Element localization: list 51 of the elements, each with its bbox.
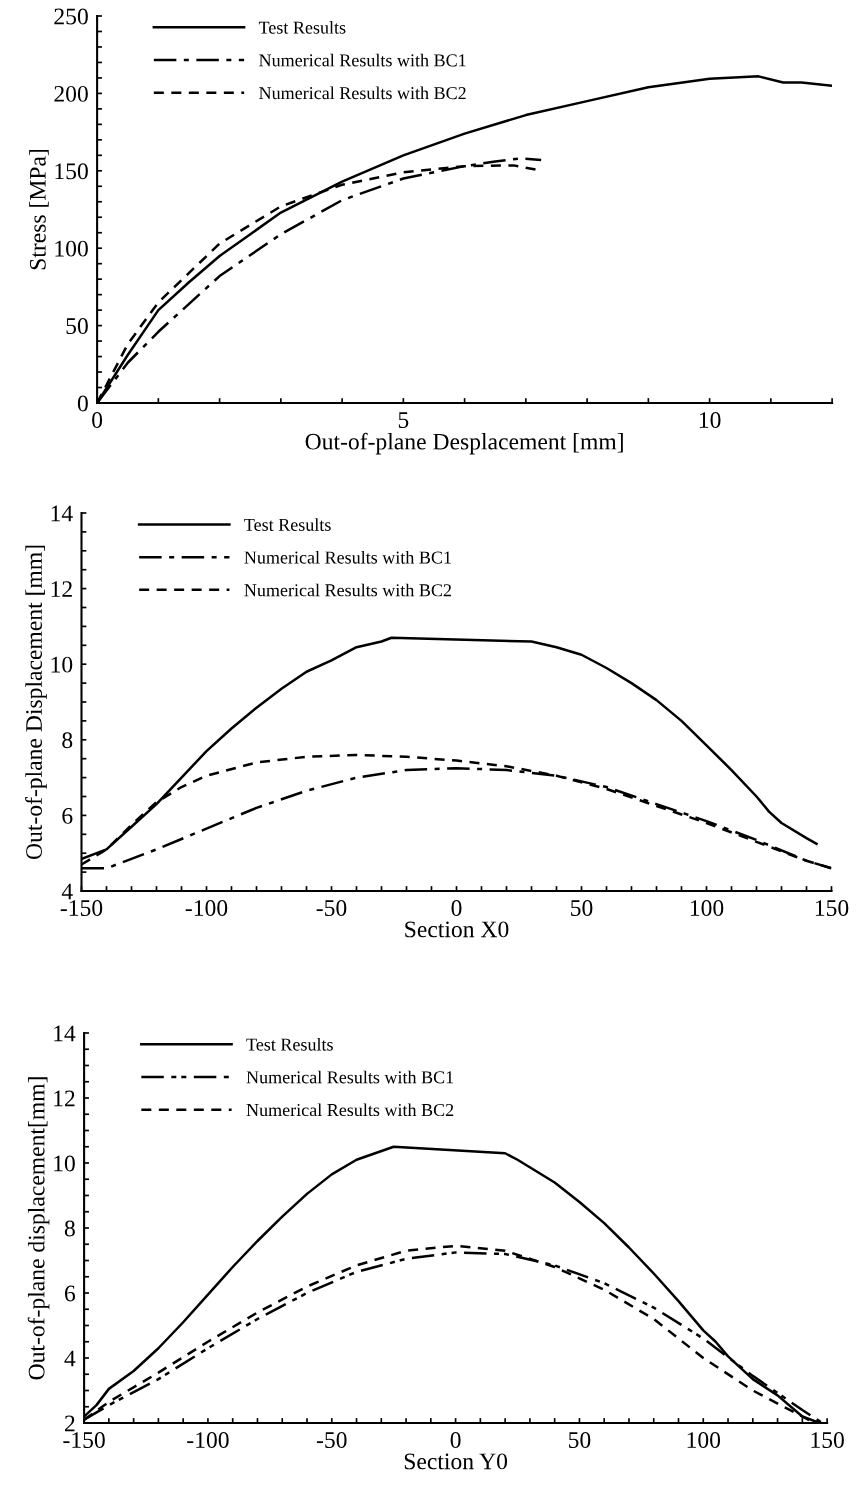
legend-label: Numerical Results with BC1: [259, 53, 466, 67]
legend-label: Test Results: [244, 518, 331, 531]
y-tick-label: 200: [54, 85, 88, 102]
legend-label: Numerical Results with BC2: [259, 86, 466, 100]
y-tick-label: 2: [65, 1415, 75, 1432]
y-tick-label: 0: [77, 395, 88, 412]
legend-label: Numerical Results with BC1: [246, 1070, 454, 1084]
y-tick-label: 10: [54, 1155, 75, 1172]
x-tick-label: -100: [187, 1432, 229, 1448]
y-tick-label: 8: [64, 1220, 75, 1237]
x-tick-label: 50: [569, 1432, 591, 1448]
legend-label: Test Results: [246, 1037, 333, 1051]
x-tick-label: 0: [450, 1432, 461, 1448]
y-tick-label: 6: [62, 807, 73, 824]
x-tick-label: -150: [60, 900, 103, 916]
x-tick-label: 150: [811, 1432, 844, 1448]
y-tick-label: 14: [51, 505, 73, 522]
y-tick-label: 150: [55, 163, 88, 180]
y-axis-title: Out-of-plane Displacement [mm]: [25, 545, 47, 860]
legend-label: Test Results: [258, 21, 346, 34]
x-tick-label: 150: [815, 900, 849, 916]
y-tick-label: 250: [54, 8, 88, 25]
x-tick-label: 10: [699, 412, 721, 428]
x-tick-label: -100: [185, 900, 228, 916]
y-tick-label: 12: [54, 1090, 75, 1107]
x-tick-label: -150: [63, 1432, 105, 1448]
y-tick-label: 6: [64, 1285, 76, 1302]
x-tick-label: 0: [451, 900, 462, 916]
x-tick-label: -50: [316, 1432, 347, 1448]
legend-label: Numerical Results with BC2: [246, 1103, 454, 1117]
y-tick-label: 12: [51, 581, 72, 597]
x-tick-label: 5: [398, 412, 409, 428]
x-axis-title: Section X0: [405, 921, 509, 938]
x-tick-label: -50: [316, 900, 347, 916]
legend-label: Numerical Results with BC1: [244, 550, 451, 564]
y-axis-title: Out-of-plane displacement[mm]: [27, 1077, 50, 1380]
x-tick-label: 50: [571, 900, 593, 916]
y-tick-label: 8: [62, 732, 73, 749]
x-axis-title: Section Y0: [404, 1453, 508, 1470]
y-tick-label: 10: [51, 656, 73, 673]
y-tick-label: 100: [55, 240, 88, 257]
x-tick-label: 0: [92, 412, 103, 428]
y-tick-label: 14: [54, 1025, 76, 1042]
x-tick-label: 100: [687, 1432, 721, 1448]
y-tick-label: 50: [66, 318, 88, 335]
x-tick-label: 100: [690, 900, 724, 916]
y-tick-label: 4: [61, 883, 73, 900]
legend-label: Numerical Results with BC2: [244, 583, 451, 597]
y-tick-label: 4: [64, 1350, 76, 1367]
x-axis-title: Out-of-plane Desplacement [mm]: [305, 432, 623, 455]
y-axis-title: Stress [MPa]: [29, 149, 49, 270]
